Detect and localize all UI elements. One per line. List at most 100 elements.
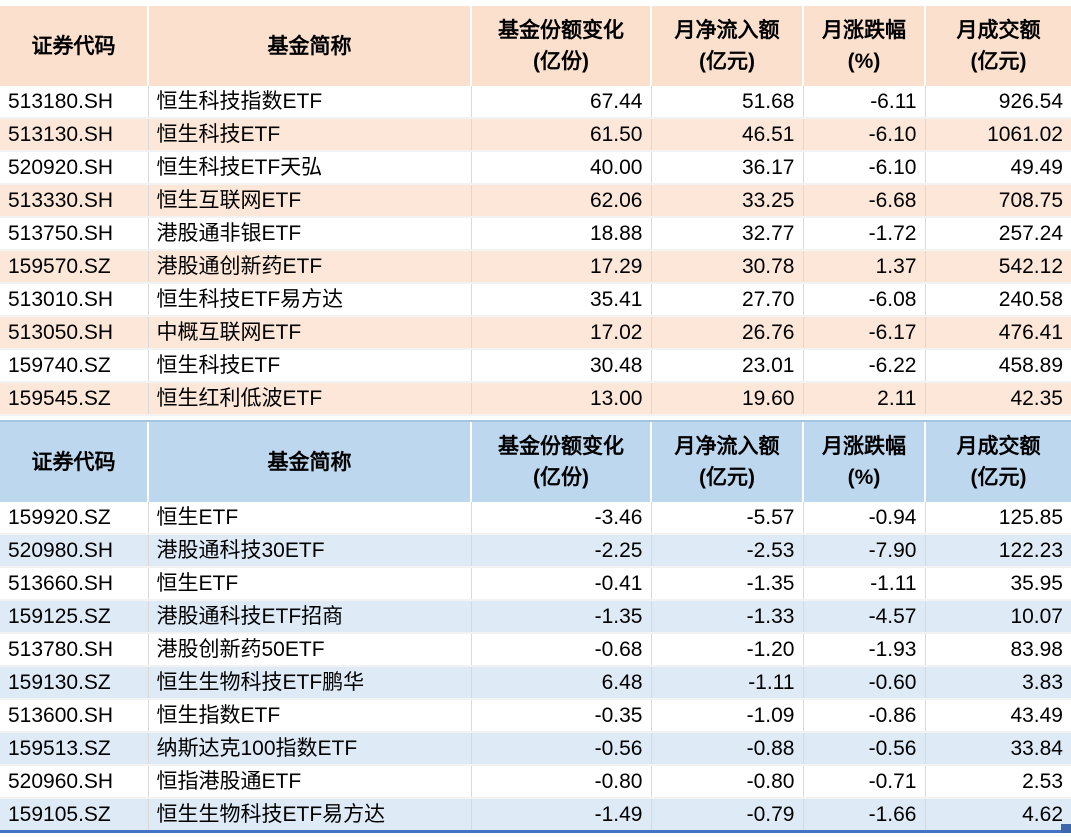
fund-name-cell: 港股通创新药ETF: [147, 250, 471, 284]
security-code-cell: 513050.SH: [0, 316, 148, 350]
table-row: 159130.SZ 恒生生物科技ETF鹏华 6.48 -1.11 -0.60 3.83: [0, 666, 1071, 700]
header-row: 证券代码 基金简称 基金份额变化 (亿份) 月净流入额 (亿元) 月涨跌幅 (%) 月…: [0, 420, 1071, 502]
security-code-cell: 513780.SH: [0, 633, 148, 667]
turnover-cell: 3.83: [924, 666, 1071, 700]
share-change-cell: 40.00: [470, 151, 651, 185]
column-header-share-change: 基金份额变化 (亿份): [470, 6, 651, 86]
net-inflow-cell: -5.57: [650, 502, 803, 535]
monthly-change-cell: -1.72: [802, 217, 925, 251]
security-code-cell: 159545.SZ: [0, 382, 148, 416]
fund-name-cell: 恒生互联网ETF: [147, 184, 471, 218]
security-code-cell: 159105.SZ: [0, 798, 148, 830]
table-row: 513750.SH 港股通非银ETF 18.88 32.77 -1.72 257.24: [0, 217, 1071, 251]
table-row: 159920.SZ 恒生ETF -3.46 -5.57 -0.94 125.85: [0, 502, 1071, 535]
security-code-cell: 513660.SH: [0, 567, 148, 601]
share-change-cell: 62.06: [470, 184, 651, 218]
selection-border-bottom: [0, 830, 1071, 833]
turnover-cell: 926.54: [924, 86, 1071, 119]
share-change-cell: -3.46: [470, 502, 651, 535]
security-code-cell: 513180.SH: [0, 86, 148, 119]
monthly-change-cell: -6.10: [802, 118, 925, 152]
column-header-turnover: 月成交额 (亿元): [924, 420, 1071, 502]
table-row: 513660.SH 恒生ETF -0.41 -1.35 -1.11 35.95: [0, 567, 1071, 601]
net-inflow-cell: 46.51: [650, 118, 803, 152]
fund-name-cell: 恒生指数ETF: [147, 699, 471, 733]
inflow-table-header: 证券代码 基金简称 基金份额变化 (亿份) 月净流入额 (亿元) 月涨跌幅 (%) 月…: [0, 6, 1071, 86]
fund-name-cell: 恒生ETF: [147, 502, 471, 535]
turnover-cell: 43.49: [924, 699, 1071, 733]
turnover-cell: 10.07: [924, 600, 1071, 634]
security-code-cell: 159570.SZ: [0, 250, 148, 284]
turnover-cell: 542.12: [924, 250, 1071, 284]
monthly-change-cell: -1.66: [802, 798, 925, 830]
fund-name-cell: 中概互联网ETF: [147, 316, 471, 350]
net-inflow-cell: 26.76: [650, 316, 803, 350]
column-header-security-code: 证券代码: [0, 6, 148, 86]
column-header-fund-name: 基金简称: [147, 6, 471, 86]
monthly-change-cell: -4.57: [802, 600, 925, 634]
column-header-monthly-change: 月涨跌幅 (%): [802, 420, 925, 502]
column-header-net-inflow: 月净流入额 (亿元): [650, 420, 803, 502]
monthly-change-cell: -1.93: [802, 633, 925, 667]
table-row: 513600.SH 恒生指数ETF -0.35 -1.09 -0.86 43.49: [0, 699, 1071, 733]
share-change-cell: -0.56: [470, 732, 651, 766]
outflow-table-header: 证券代码 基金简称 基金份额变化 (亿份) 月净流入额 (亿元) 月涨跌幅 (%) 月…: [0, 420, 1071, 502]
fund-name-cell: 恒生科技ETF易方达: [147, 283, 471, 317]
turnover-cell: 458.89: [924, 349, 1071, 383]
fund-name-cell: 恒生ETF: [147, 567, 471, 601]
turnover-cell: 125.85: [924, 502, 1071, 535]
selection-fill-handle: [1061, 824, 1071, 833]
monthly-change-cell: -6.11: [802, 86, 925, 119]
monthly-change-cell: -0.94: [802, 502, 925, 535]
table-row: 159513.SZ 纳斯达克100指数ETF -0.56 -0.88 -0.56 33.8…: [0, 732, 1071, 766]
fund-name-cell: 港股通科技ETF招商: [147, 600, 471, 634]
share-change-cell: 13.00: [470, 382, 651, 416]
security-code-cell: 159740.SZ: [0, 349, 148, 383]
monthly-change-cell: -6.10: [802, 151, 925, 185]
turnover-cell: 122.23: [924, 534, 1071, 568]
net-inflow-cell: -1.11: [650, 666, 803, 700]
share-change-cell: 18.88: [470, 217, 651, 251]
monthly-change-cell: 2.11: [802, 382, 925, 416]
security-code-cell: 159125.SZ: [0, 600, 148, 634]
share-change-cell: -0.68: [470, 633, 651, 667]
table-row: 520980.SH 港股通科技30ETF -2.25 -2.53 -7.90 122.23: [0, 534, 1071, 568]
column-header-share-change: 基金份额变化 (亿份): [470, 420, 651, 502]
fund-name-cell: 恒生科技ETF天弘: [147, 151, 471, 185]
net-inflow-cell: 23.01: [650, 349, 803, 383]
monthly-change-cell: -0.56: [802, 732, 925, 766]
column-header-monthly-change: 月涨跌幅 (%): [802, 6, 925, 86]
fund-name-cell: 恒指港股通ETF: [147, 765, 471, 799]
table-row: 159105.SZ 恒生生物科技ETF易方达 -1.49 -0.79 -1.66 4.62: [0, 798, 1071, 830]
turnover-cell: 42.35: [924, 382, 1071, 416]
table-row: 159740.SZ 恒生科技ETF 30.48 23.01 -6.22 458.89: [0, 349, 1071, 383]
share-change-cell: -0.35: [470, 699, 651, 733]
share-change-cell: 17.02: [470, 316, 651, 350]
table-row: 513180.SH 恒生科技指数ETF 67.44 51.68 -6.11 926.54: [0, 86, 1071, 119]
table-row: 513050.SH 中概互联网ETF 17.02 26.76 -6.17 476.41: [0, 316, 1071, 350]
monthly-change-cell: -7.90: [802, 534, 925, 568]
net-inflow-cell: 19.60: [650, 382, 803, 416]
turnover-cell: 240.58: [924, 283, 1071, 317]
security-code-cell: 513750.SH: [0, 217, 148, 251]
security-code-cell: 520920.SH: [0, 151, 148, 185]
outflow-table: 证券代码 基金简称 基金份额变化 (亿份) 月净流入额 (亿元) 月涨跌幅 (%) 月…: [0, 420, 1071, 830]
share-change-cell: -1.49: [470, 798, 651, 830]
monthly-change-cell: -6.22: [802, 349, 925, 383]
table-row: 159545.SZ 恒生红利低波ETF 13.00 19.60 2.11 42.35: [0, 382, 1071, 416]
turnover-cell: 4.62: [924, 798, 1071, 830]
share-change-cell: -0.80: [470, 765, 651, 799]
monthly-change-cell: -6.08: [802, 283, 925, 317]
share-change-cell: 30.48: [470, 349, 651, 383]
fund-name-cell: 港股通科技30ETF: [147, 534, 471, 568]
net-inflow-cell: -0.80: [650, 765, 803, 799]
table-row: 513010.SH 恒生科技ETF易方达 35.41 27.70 -6.08 240.58: [0, 283, 1071, 317]
turnover-cell: 2.53: [924, 765, 1071, 799]
table-row: 513780.SH 港股创新药50ETF -0.68 -1.20 -1.93 83.98: [0, 633, 1071, 667]
table-row: 520960.SH 恒指港股通ETF -0.80 -0.80 -0.71 2.53: [0, 765, 1071, 799]
monthly-change-cell: -6.17: [802, 316, 925, 350]
fund-name-cell: 恒生生物科技ETF易方达: [147, 798, 471, 830]
security-code-cell: 520960.SH: [0, 765, 148, 799]
inflow-table: 证券代码 基金简称 基金份额变化 (亿份) 月净流入额 (亿元) 月涨跌幅 (%) 月…: [0, 6, 1071, 416]
